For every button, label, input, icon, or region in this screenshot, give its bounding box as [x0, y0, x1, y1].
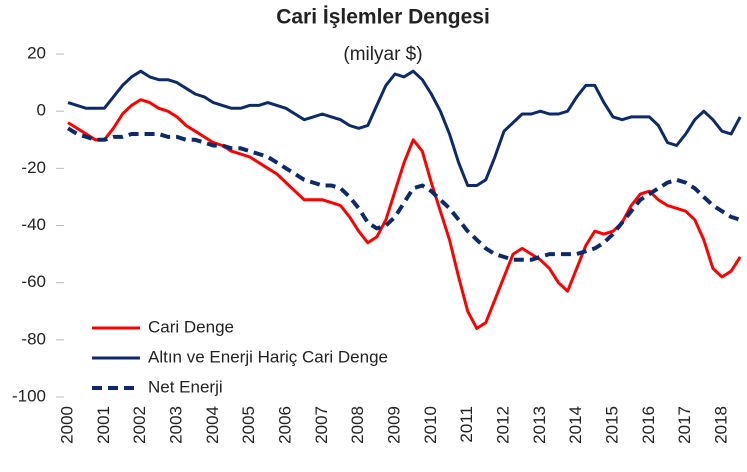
- x-tick-label: 2018: [711, 406, 730, 444]
- x-tick-label: 2013: [530, 406, 549, 444]
- x-tick-label: 2017: [675, 406, 694, 444]
- x-tick-label: 2001: [94, 406, 113, 444]
- y-tick-label: -100: [12, 386, 46, 405]
- legend-label: Cari Denge: [148, 317, 234, 336]
- series-line: [67, 98, 742, 330]
- chart-subtitle: (milyar $): [343, 44, 422, 65]
- x-tick-label: 2007: [312, 406, 331, 444]
- series-line: [67, 69, 742, 187]
- series-line: [66, 126, 741, 262]
- x-tick-label: 2002: [130, 406, 149, 444]
- x-tick-label: 2011: [457, 406, 476, 443]
- x-tick-label: 2000: [57, 406, 76, 444]
- y-tick-label: -40: [21, 215, 46, 234]
- legend-label: Altın ve Enerji Hariç Cari Denge: [148, 347, 388, 366]
- y-tick-label: -60: [21, 272, 46, 291]
- x-tick-label: 2016: [639, 406, 658, 444]
- y-tick-label: 0: [37, 101, 46, 120]
- x-tick-label: 2005: [239, 406, 258, 444]
- chart-title: Cari İşlemler Dengesi: [276, 6, 490, 29]
- x-tick-label: 2012: [493, 406, 512, 444]
- x-tick-label: 2003: [166, 406, 185, 444]
- legend-label: Net Enerji: [148, 377, 223, 396]
- x-tick-label: 2008: [348, 406, 367, 444]
- x-tick-label: 2009: [384, 406, 403, 444]
- x-tick-label: 2006: [275, 406, 294, 444]
- x-tick-label: 2010: [421, 406, 440, 444]
- x-tick-label: 2014: [566, 406, 585, 444]
- y-tick-label: -80: [21, 329, 46, 348]
- x-tick-label: 2004: [203, 406, 222, 444]
- y-tick-label: 20: [27, 43, 46, 62]
- y-tick-label: -20: [21, 158, 46, 177]
- x-tick-label: 2015: [602, 406, 621, 444]
